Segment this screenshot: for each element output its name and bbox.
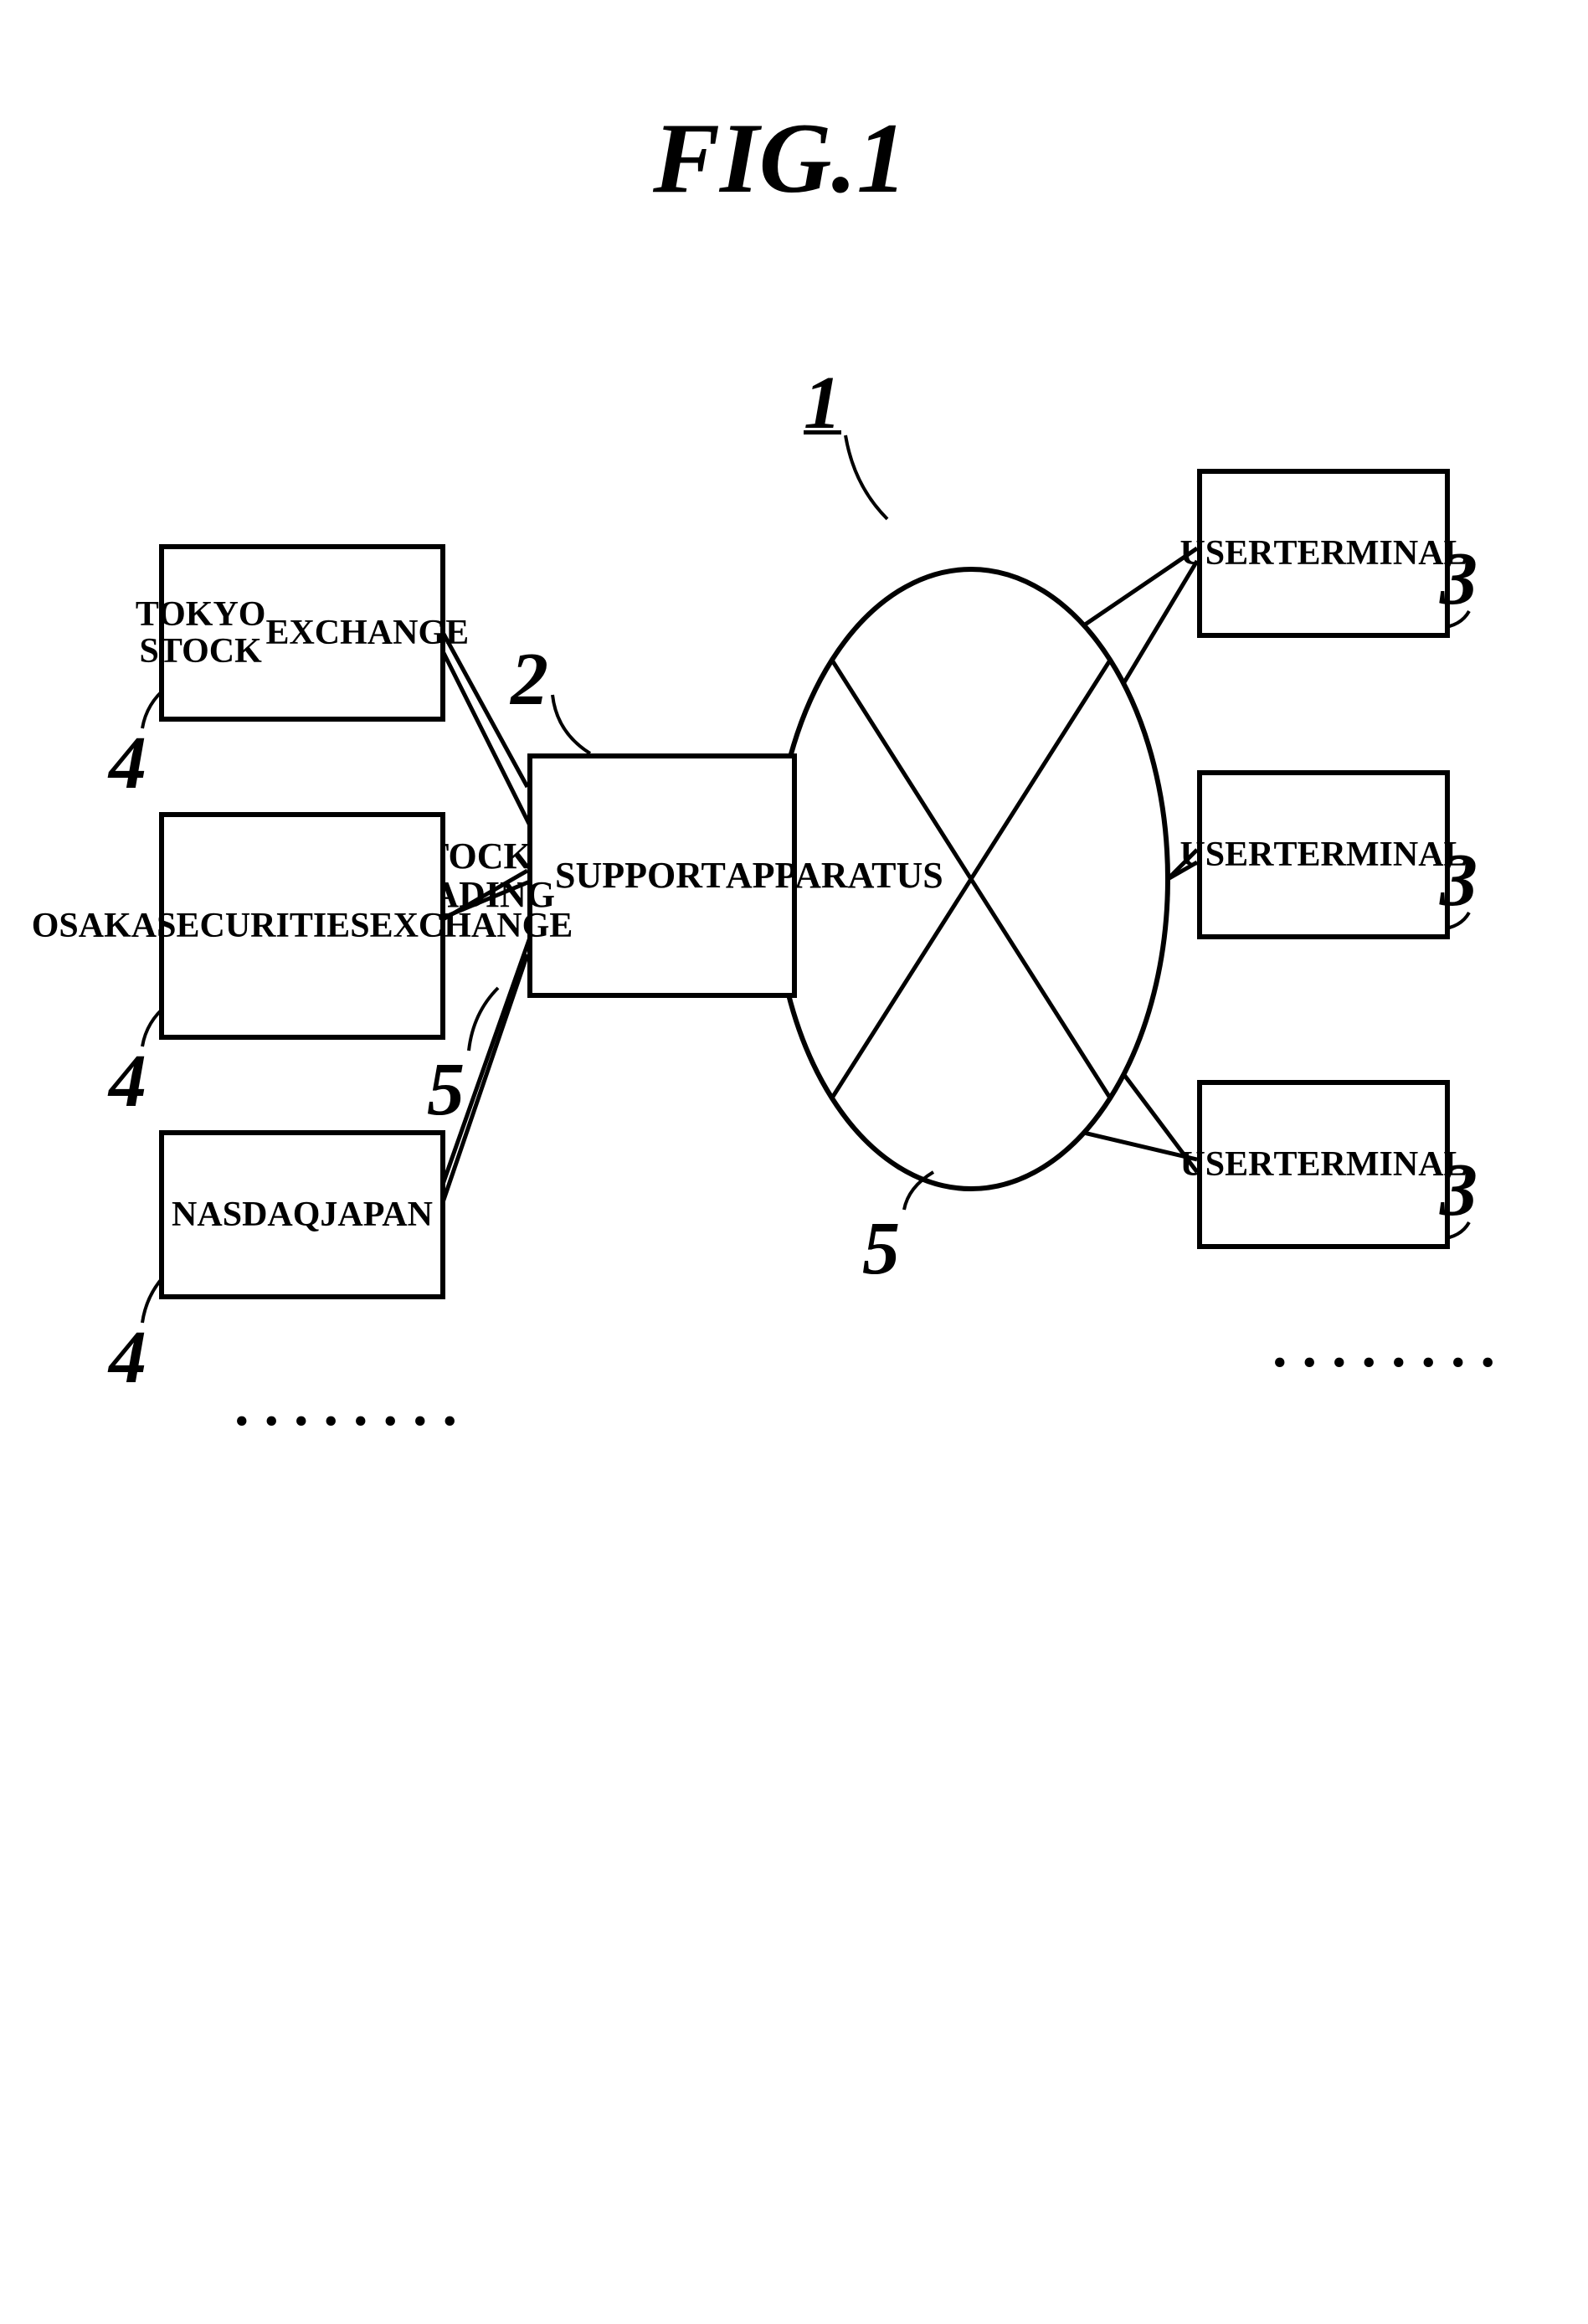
ref-network: 5 [862, 1206, 900, 1292]
ellipsis-icon: ........ [1272, 1314, 1510, 1381]
ref-terminal: 3 [1440, 837, 1478, 923]
user-terminal-box: USERTERMINAL [1197, 1080, 1450, 1249]
ref-network: 5 [427, 1046, 465, 1133]
ref-terminal: 3 [1440, 1147, 1478, 1233]
ref-exchange: 4 [109, 1314, 146, 1401]
nasdaq-japan-box: NASDAQJAPAN [159, 1130, 445, 1299]
stock-trading-support-apparatus-box: STOCK TRADINGSUPPORTAPPARATUS [527, 753, 797, 998]
osaka-securities-exchange-box: OSAKASECURITIESEXCHANGE [159, 812, 445, 1040]
tokyo-stock-exchange-box: TOKYO STOCKEXCHANGE [159, 544, 445, 722]
user-terminal-box: USERTERMINAL [1197, 770, 1450, 939]
ref-apparatus: 2 [511, 636, 548, 722]
ref-exchange: 4 [109, 1038, 146, 1124]
ref-terminal: 3 [1440, 536, 1478, 622]
ref-system: 1 [804, 360, 841, 446]
user-terminal-box: USERTERMINAL [1197, 469, 1450, 638]
ellipsis-icon: ........ [234, 1373, 472, 1440]
figure-canvas: FIG.1 STOCK TRADINGSUPPORTAPPARATUS TOKY… [0, 0, 1588, 2324]
ref-exchange: 4 [109, 720, 146, 806]
